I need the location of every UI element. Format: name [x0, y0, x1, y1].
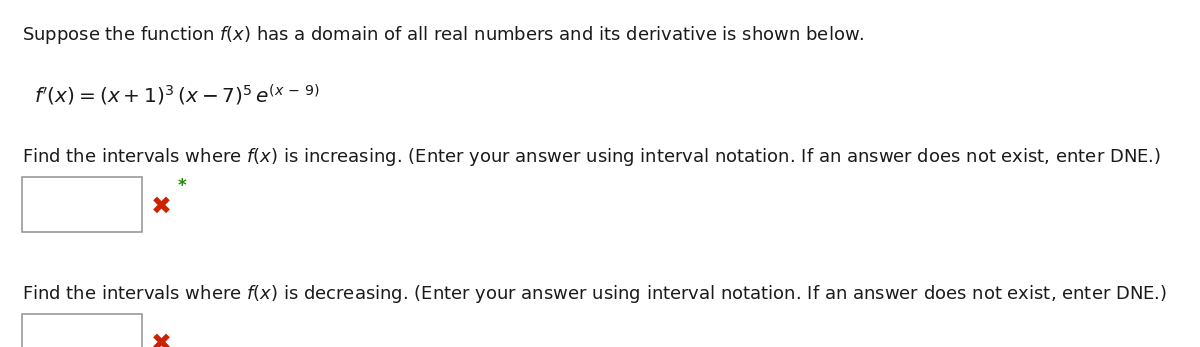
- Text: *: *: [178, 177, 186, 195]
- Text: Suppose the function $f(x)$ has a domain of all real numbers and its derivative : Suppose the function $f(x)$ has a domain…: [22, 24, 864, 46]
- Text: ✖: ✖: [151, 194, 173, 219]
- Text: $f'(x) = (x + 1)^3\,(x - 7)^5\,e^{(x\,-\,9)}$: $f'(x) = (x + 1)^3\,(x - 7)^5\,e^{(x\,-\…: [34, 83, 319, 109]
- Text: Find the intervals where $f(x)$ is decreasing. (Enter your answer using interval: Find the intervals where $f(x)$ is decre…: [22, 283, 1166, 305]
- FancyBboxPatch shape: [22, 177, 142, 232]
- Text: Find the intervals where $f(x)$ is increasing. (Enter your answer using interval: Find the intervals where $f(x)$ is incre…: [22, 146, 1160, 168]
- Text: ✖: ✖: [151, 331, 173, 347]
- FancyBboxPatch shape: [22, 314, 142, 347]
